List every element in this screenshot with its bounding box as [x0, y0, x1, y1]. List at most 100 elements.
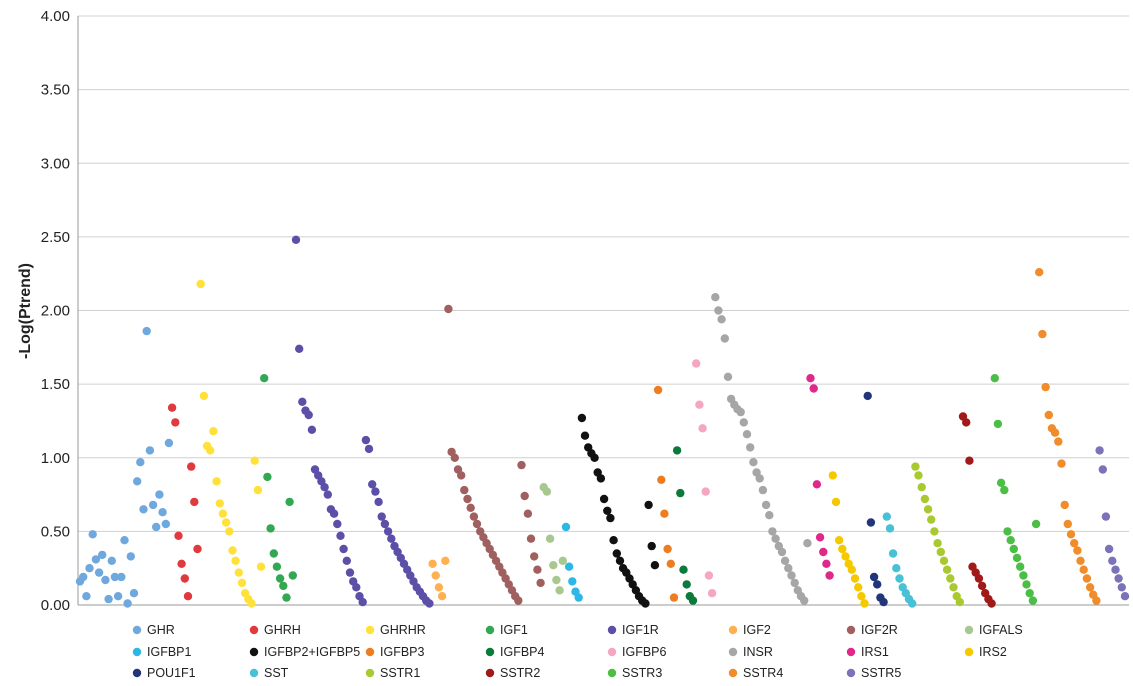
- data-point: [644, 500, 653, 510]
- y-tick-label: 3.00: [41, 155, 70, 172]
- legend-marker: [365, 625, 375, 635]
- data-point: [450, 453, 459, 462]
- legend-label: IGFBP2+IGFBP5: [264, 645, 360, 659]
- legend-item: IRS2: [964, 645, 1007, 659]
- legend-label: IGF1R: [622, 623, 659, 637]
- data-point: [857, 592, 866, 601]
- data-point: [641, 599, 650, 608]
- data-point: [339, 544, 348, 554]
- data-point: [129, 589, 139, 598]
- data-point: [193, 544, 202, 554]
- data-point: [688, 596, 698, 605]
- data-point: [615, 556, 625, 565]
- data-point: [920, 494, 930, 504]
- legend-item: IGFBP4: [485, 645, 545, 659]
- data-point: [917, 483, 926, 492]
- data-point: [457, 471, 466, 480]
- data-point: [927, 515, 936, 524]
- data-point: [949, 583, 958, 592]
- data-point: [320, 483, 329, 492]
- data-point: [183, 592, 193, 601]
- data-point: [288, 571, 297, 580]
- data-point: [148, 500, 158, 510]
- data-point: [117, 572, 126, 582]
- data-point: [260, 374, 269, 383]
- legend-marker: [607, 668, 617, 678]
- data-point: [272, 562, 282, 571]
- data-point: [225, 527, 234, 536]
- data-point: [431, 571, 440, 580]
- data-point: [704, 571, 714, 580]
- data-point: [707, 589, 717, 598]
- legend-item: GHRH: [249, 623, 301, 637]
- data-point: [425, 599, 434, 608]
- data-point: [218, 509, 228, 518]
- data-point: [758, 485, 768, 495]
- legend-label: SSTR3: [622, 666, 662, 680]
- data-point: [828, 471, 837, 480]
- data-point: [104, 594, 113, 604]
- data-point: [806, 374, 815, 383]
- data-point: [329, 509, 339, 518]
- legend-marker: [846, 625, 856, 635]
- legend-label: SSTR2: [500, 666, 540, 680]
- data-point: [434, 583, 444, 592]
- data-point: [717, 315, 726, 324]
- legend-marker: [607, 625, 617, 635]
- data-point: [1104, 544, 1114, 554]
- data-point: [1041, 382, 1050, 392]
- data-point: [723, 372, 733, 381]
- data-point: [923, 505, 933, 514]
- data-point: [361, 435, 371, 445]
- data-point: [790, 578, 799, 588]
- data-point: [742, 430, 752, 439]
- legend-item: IGF1: [485, 623, 528, 637]
- data-point: [82, 592, 91, 601]
- legend-marker: [964, 625, 974, 635]
- legend-label: SSTR4: [743, 666, 783, 680]
- data-point: [1044, 410, 1054, 420]
- data-point: [996, 478, 1006, 487]
- legend-item: IRS1: [846, 645, 889, 659]
- data-point: [221, 518, 231, 527]
- legend-label: GHRHR: [380, 623, 426, 637]
- legend-label: SSTR5: [861, 666, 901, 680]
- data-point: [1050, 428, 1060, 437]
- data-point: [574, 593, 583, 602]
- data-point: [1095, 446, 1104, 455]
- data-point: [1082, 574, 1092, 583]
- data-point: [441, 556, 450, 565]
- data-point: [533, 565, 542, 574]
- data-point: [822, 559, 831, 568]
- y-tick-label: 0.00: [41, 597, 70, 614]
- data-point: [155, 490, 164, 499]
- y-tick-label: 0.50: [41, 523, 70, 540]
- data-point: [555, 586, 564, 595]
- data-point: [809, 384, 818, 393]
- data-point: [698, 424, 707, 433]
- data-point: [1070, 539, 1079, 548]
- y-tick-label: 1.00: [41, 450, 70, 467]
- data-point: [590, 453, 599, 462]
- data-point: [580, 431, 590, 440]
- data-point: [558, 556, 567, 565]
- data-point: [701, 487, 710, 496]
- legend-marker: [846, 647, 856, 657]
- data-point: [784, 564, 793, 573]
- data-point: [714, 306, 723, 315]
- data-point: [866, 518, 876, 527]
- data-point: [120, 536, 129, 545]
- data-point: [606, 513, 615, 523]
- data-point: [107, 556, 117, 565]
- data-point: [672, 446, 682, 455]
- data-point: [711, 293, 720, 302]
- data-point: [888, 549, 898, 558]
- y-tick-label: 2.00: [41, 303, 70, 320]
- data-point: [1079, 565, 1088, 574]
- data-point: [990, 374, 999, 383]
- data-point: [380, 519, 390, 529]
- data-point: [463, 494, 472, 504]
- data-point: [965, 456, 974, 465]
- data-point: [720, 334, 729, 343]
